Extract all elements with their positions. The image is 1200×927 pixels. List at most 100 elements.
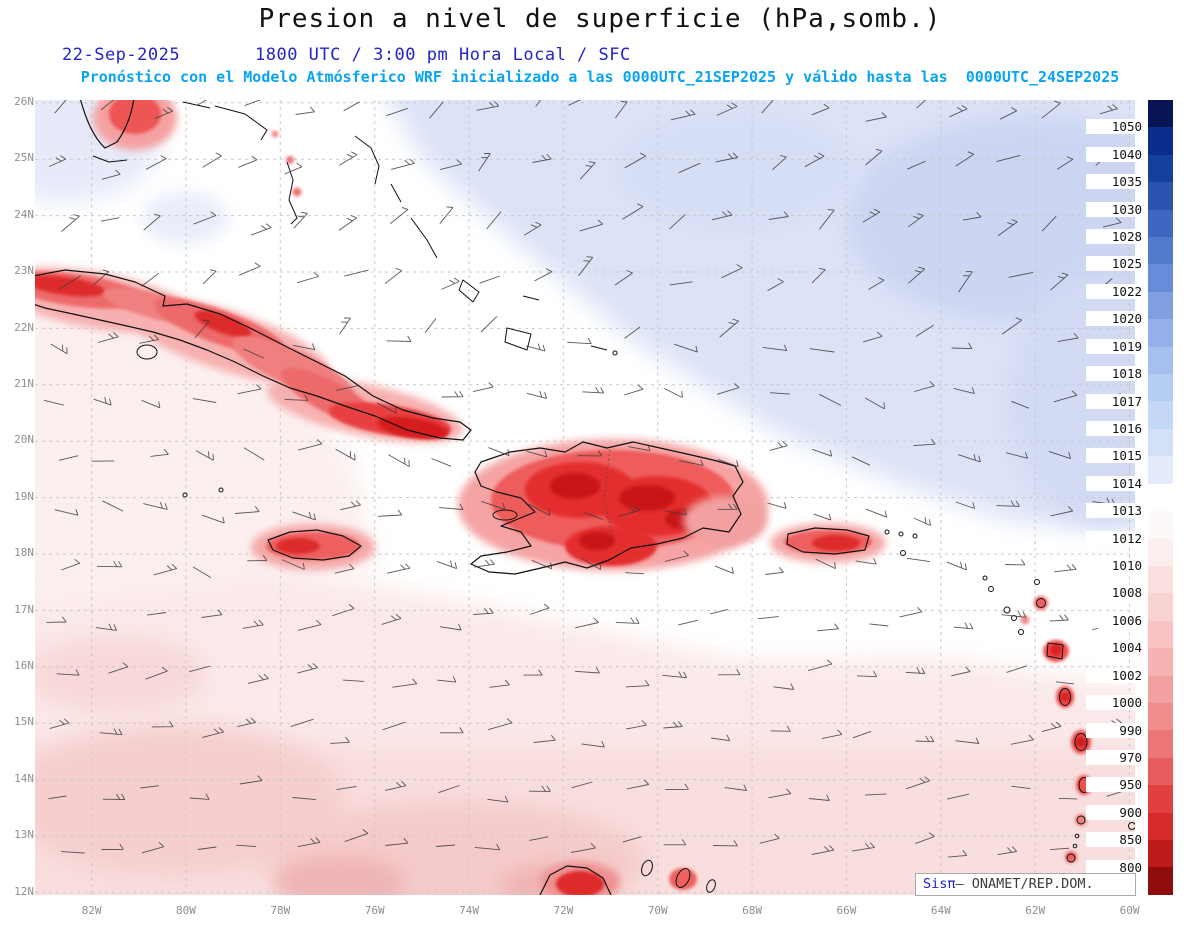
wind-barb: [1011, 400, 1030, 409]
colorbar-cell: [1148, 511, 1173, 539]
wind-barb: [436, 676, 457, 683]
lon-tick-label: 76W: [364, 904, 385, 917]
valid-date: 22-Sep-2025: [62, 45, 181, 65]
pressure-map: [0, 60, 1200, 927]
brand-logo-text: Sisπ: [923, 876, 956, 892]
wind-barb: [474, 843, 501, 851]
colorbar-value-label: 1008: [1086, 585, 1142, 601]
wind-barb: [865, 793, 887, 796]
wind-barb: [914, 381, 935, 392]
wind-barb: [711, 210, 733, 221]
wind-barb: [292, 797, 317, 801]
wind-barb: [663, 839, 687, 846]
colorbar-cell: [1148, 538, 1173, 566]
wind-barb: [194, 319, 210, 339]
wind-barb: [626, 720, 647, 730]
wind-barb: [1058, 797, 1078, 800]
wind-barb: [154, 107, 174, 119]
wind-barb: [812, 448, 833, 457]
wind-barb: [955, 501, 975, 509]
wind-barb: [392, 678, 418, 688]
wind-barb: [669, 214, 686, 230]
wind-barb: [1001, 610, 1027, 618]
wind-barb: [581, 557, 602, 570]
colorbar-value-label: 1020: [1086, 311, 1142, 327]
wind-barb: [441, 277, 460, 290]
colorbar-cell: [1148, 593, 1173, 621]
wind-barb: [579, 161, 596, 180]
wind-barb: [145, 155, 167, 170]
wind-barb: [665, 783, 689, 791]
wind-barb: [953, 622, 974, 630]
colorbar-cell: [1148, 483, 1173, 512]
colorbar-value-label: 1016: [1086, 420, 1142, 436]
wind-barb: [1041, 100, 1061, 119]
wind-barb: [439, 727, 464, 734]
colorbar-cell: [1148, 291, 1173, 320]
wind-barb: [1006, 665, 1028, 673]
wind-barb: [390, 206, 409, 224]
wind-barb: [771, 155, 787, 171]
wind-barb: [617, 505, 640, 518]
wind-barb: [716, 383, 740, 395]
colorbar-cell: [1148, 374, 1173, 402]
colorbar-value-label: 1012: [1086, 530, 1142, 546]
wind-barb: [808, 794, 830, 801]
wind-barb: [767, 502, 787, 509]
wind-barb: [663, 721, 683, 729]
lat-tick-label: 23N: [14, 264, 34, 278]
lat-tick-label: 17N: [14, 602, 34, 616]
wind-barb: [487, 796, 509, 803]
wind-barb: [201, 609, 223, 618]
wind-barb: [674, 343, 698, 353]
wind-barb: [140, 785, 159, 789]
colorbar-cell: [1148, 319, 1173, 347]
wind-barb: [862, 208, 881, 223]
wind-barb: [238, 155, 258, 168]
colorbar-cell: [1148, 154, 1173, 183]
wind-barb: [238, 262, 261, 276]
wind-barb: [856, 670, 878, 678]
wind-barb: [243, 348, 264, 359]
wind-barb: [145, 666, 168, 680]
wind-barb: [143, 502, 168, 510]
wind-barb: [439, 159, 463, 171]
wind-barb: [102, 500, 124, 512]
page-title: Presion a nivel de superficie (hPa,somb.…: [258, 4, 942, 34]
wind-barb: [436, 560, 458, 570]
wind-barb: [429, 101, 444, 119]
wind-barb: [236, 844, 256, 847]
wind-barb: [48, 795, 67, 800]
wind-barb: [1050, 847, 1070, 851]
wind-barb: [1001, 317, 1023, 335]
colorbar-cell: [1148, 620, 1173, 649]
wind-barb: [865, 508, 888, 518]
colorbar-value-label: 1014: [1086, 475, 1142, 491]
lat-tick-label: 16N: [14, 659, 34, 672]
wind-barb: [773, 683, 795, 690]
wind-barb: [385, 780, 407, 791]
wind-barb: [1011, 785, 1031, 790]
wind-barb: [153, 563, 178, 576]
wind-barb: [809, 348, 835, 353]
colorbar-cell: [1148, 100, 1173, 128]
wind-barb: [855, 558, 877, 565]
wind-barb: [713, 840, 738, 847]
lon-tick-label: 78W: [270, 904, 291, 917]
wind-barb: [724, 784, 748, 791]
wind-barb: [915, 324, 934, 337]
wind-barb: [813, 513, 832, 521]
wind-barb: [532, 153, 552, 163]
wind-barb: [335, 448, 356, 461]
lon-tick-label: 68W: [742, 904, 763, 917]
wind-barb: [1057, 332, 1079, 343]
wind-barb: [626, 779, 650, 790]
wind-barb: [61, 214, 80, 232]
colorbar-cell: [1148, 839, 1173, 868]
wind-barb: [239, 775, 263, 785]
wind-barb: [523, 221, 542, 236]
wind-barb: [61, 851, 85, 854]
wind-barb: [93, 269, 110, 285]
wind-barb: [147, 612, 166, 616]
wind-barb: [852, 842, 875, 852]
